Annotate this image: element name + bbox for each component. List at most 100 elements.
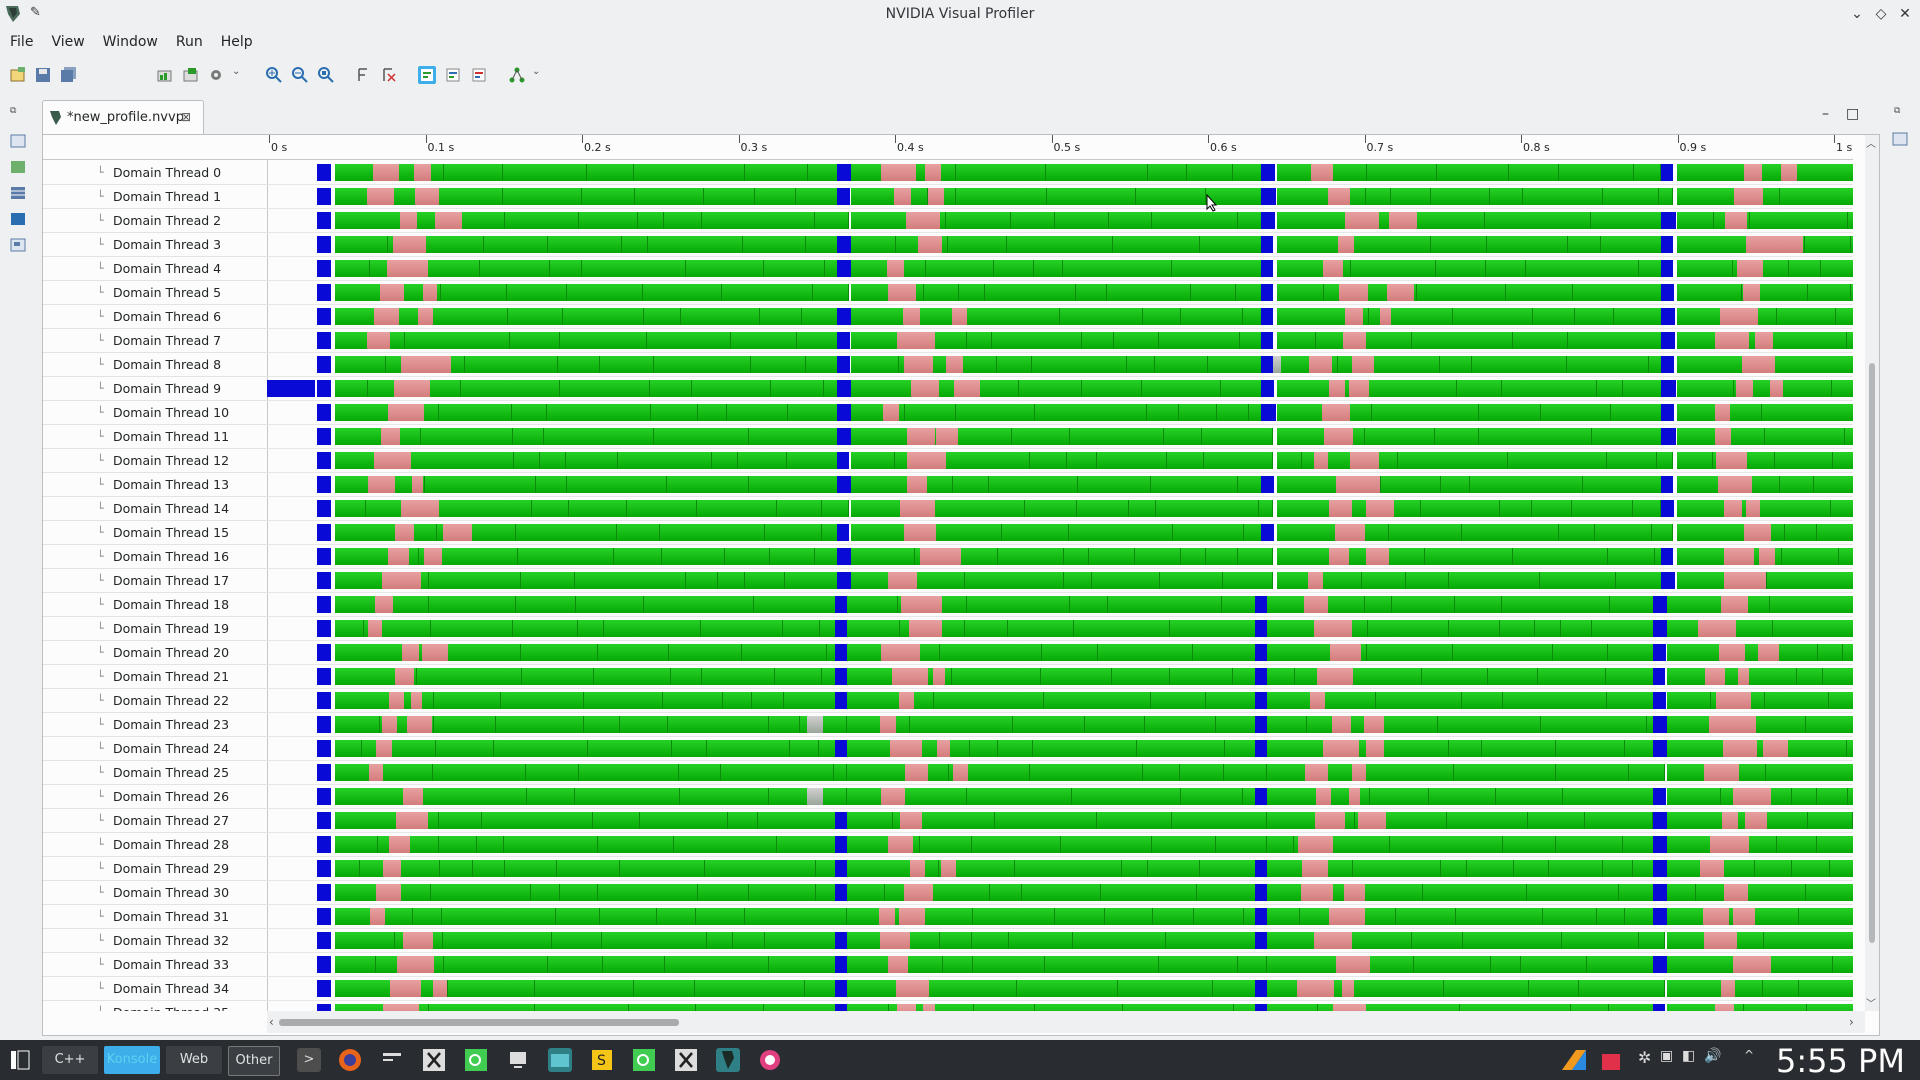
sync-segment[interactable] — [317, 452, 331, 469]
sync-segment[interactable] — [1653, 788, 1666, 805]
thread-row-label[interactable]: └ Domain Thread 18 — [43, 593, 267, 617]
idle-segment[interactable] — [881, 164, 916, 181]
compute-segment[interactable] — [1267, 1004, 1318, 1011]
compute-segment[interactable] — [851, 188, 928, 205]
compute-segment[interactable] — [672, 740, 707, 757]
compute-segment[interactable] — [513, 428, 544, 445]
compute-segment[interactable] — [1367, 644, 1453, 661]
compute-segment[interactable] — [1463, 932, 1562, 949]
idle-segment[interactable] — [1317, 668, 1353, 685]
compute-segment[interactable] — [752, 692, 784, 709]
sync-segment[interactable] — [1261, 188, 1276, 205]
idle-segment[interactable] — [401, 500, 439, 517]
compute-segment[interactable] — [725, 548, 770, 565]
minimize-icon[interactable]: ⌄ — [1851, 6, 1863, 22]
compute-segment[interactable] — [1277, 524, 1389, 541]
maximize-icon[interactable]: ◇ — [1875, 6, 1887, 22]
compute-segment[interactable] — [1151, 692, 1206, 709]
timeline-row[interactable] — [267, 545, 1853, 569]
compute-segment[interactable] — [335, 500, 366, 517]
compute-segment[interactable] — [567, 284, 643, 301]
sync-segment[interactable] — [837, 428, 852, 445]
compute-segment[interactable] — [1353, 860, 1441, 877]
compute-segment[interactable] — [754, 596, 847, 613]
idle-segment[interactable] — [900, 812, 922, 829]
thread-row-label[interactable]: └ Domain Thread 23 — [43, 713, 267, 737]
sync-segment[interactable] — [1653, 596, 1668, 613]
compute-segment[interactable] — [582, 188, 635, 205]
idle-segment[interactable] — [369, 764, 383, 781]
compute-segment[interactable] — [547, 404, 651, 421]
sync-segment[interactable] — [1653, 716, 1667, 733]
compute-segment[interactable] — [967, 332, 992, 349]
idle-segment[interactable] — [1737, 260, 1763, 277]
compute-segment[interactable] — [972, 836, 1061, 853]
sync-segment[interactable] — [1255, 668, 1269, 685]
tray-expand-icon[interactable]: ^ — [1744, 1048, 1755, 1062]
compute-segment[interactable] — [994, 260, 1034, 277]
compute-segment[interactable] — [1046, 164, 1148, 181]
idle-segment[interactable] — [1744, 164, 1762, 181]
idle-segment[interactable] — [381, 428, 400, 445]
compute-segment[interactable] — [680, 788, 769, 805]
compute-segment[interactable] — [760, 308, 802, 325]
compute-segment[interactable] — [1833, 452, 1853, 469]
compute-segment[interactable] — [1030, 764, 1143, 781]
sync-segment[interactable] — [317, 764, 331, 781]
compute-segment[interactable] — [440, 860, 473, 877]
compute-segment[interactable] — [413, 908, 442, 925]
compute-segment[interactable] — [665, 956, 769, 973]
compute-segment[interactable] — [1074, 620, 1170, 637]
compute-segment[interactable] — [558, 356, 600, 373]
sync-segment[interactable] — [1653, 884, 1667, 901]
compute-segment[interactable] — [563, 308, 644, 325]
compute-segment[interactable] — [929, 332, 967, 349]
compute-segment[interactable] — [1770, 596, 1853, 613]
compute-segment[interactable] — [1490, 188, 1523, 205]
compute-segment[interactable] — [1353, 1004, 1460, 1011]
compute-segment[interactable] — [1521, 956, 1587, 973]
compute-segment[interactable] — [718, 572, 745, 589]
compute-segment[interactable] — [335, 356, 386, 373]
idle-segment[interactable] — [1722, 620, 1736, 637]
idle-segment[interactable] — [1781, 164, 1797, 181]
compute-segment[interactable] — [1777, 836, 1817, 853]
compute-segment[interactable] — [335, 644, 435, 661]
compute-segment[interactable] — [1677, 260, 1733, 277]
idle-segment[interactable] — [879, 908, 895, 925]
compute-segment[interactable] — [579, 212, 638, 229]
idle-segment[interactable] — [907, 476, 927, 493]
timeline-row[interactable] — [267, 593, 1853, 617]
idle-segment[interactable] — [904, 524, 936, 541]
compute-segment[interactable] — [1634, 164, 1661, 181]
idle-segment[interactable] — [1763, 740, 1788, 757]
sync-segment[interactable] — [1661, 308, 1675, 325]
compute-segment[interactable] — [1454, 764, 1556, 781]
compute-segment[interactable] — [1472, 356, 1567, 373]
idle-segment[interactable] — [1310, 692, 1325, 709]
sync-segment[interactable] — [1255, 716, 1270, 733]
idle-segment[interactable] — [436, 356, 451, 373]
idle-segment[interactable] — [907, 428, 935, 445]
sync-segment[interactable] — [1261, 260, 1273, 277]
sync-segment[interactable] — [1255, 596, 1268, 613]
compute-segment[interactable] — [640, 812, 728, 829]
compute-segment[interactable] — [920, 452, 1030, 469]
idle-segment[interactable] — [1777, 236, 1803, 253]
vertical-scroll-thumb[interactable] — [1869, 363, 1875, 943]
compute-segment[interactable] — [847, 692, 934, 709]
idle-segment[interactable] — [883, 404, 899, 421]
idle-segment[interactable] — [401, 356, 436, 373]
sync-segment[interactable] — [1653, 812, 1667, 829]
compute-segment[interactable] — [1025, 500, 1077, 517]
compute-segment[interactable] — [579, 764, 679, 781]
compute-segment[interactable] — [1073, 932, 1166, 949]
idle-segment[interactable] — [888, 572, 917, 589]
compute-segment[interactable] — [1391, 188, 1431, 205]
compute-segment[interactable] — [441, 284, 507, 301]
compute-segment[interactable] — [657, 908, 696, 925]
thread-row-label[interactable]: └ Domain Thread 33 — [43, 953, 267, 977]
idle-segment[interactable] — [395, 524, 414, 541]
idle-segment[interactable] — [896, 980, 929, 997]
compute-segment[interactable] — [1067, 452, 1097, 469]
